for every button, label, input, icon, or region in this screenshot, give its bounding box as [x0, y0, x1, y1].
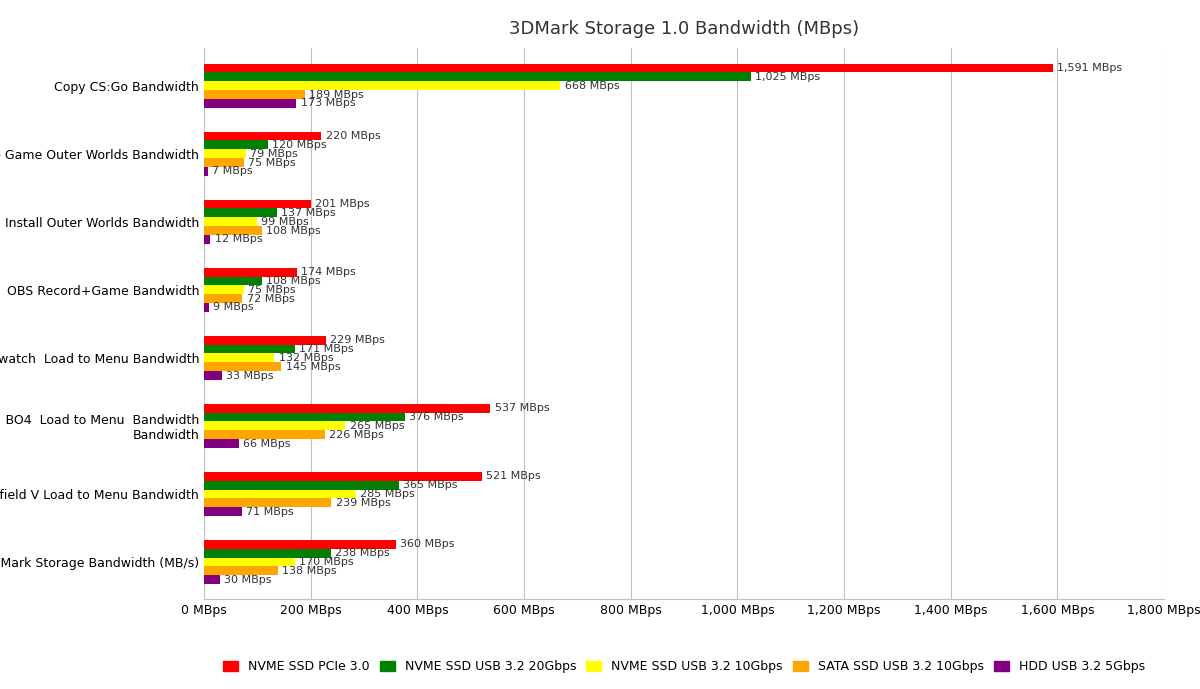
Bar — [204, 141, 268, 150]
Bar — [204, 90, 305, 99]
Text: 7 MBps: 7 MBps — [212, 167, 253, 176]
Text: 170 MBps: 170 MBps — [299, 557, 354, 567]
Bar — [204, 431, 324, 439]
Bar — [204, 158, 244, 167]
Bar — [204, 226, 262, 235]
Text: 229 MBps: 229 MBps — [330, 335, 385, 345]
Text: 138 MBps: 138 MBps — [282, 566, 336, 576]
Text: 201 MBps: 201 MBps — [316, 199, 370, 209]
Bar — [204, 362, 281, 371]
Text: 108 MBps: 108 MBps — [266, 276, 320, 286]
Text: 360 MBps: 360 MBps — [401, 539, 455, 549]
Bar — [204, 336, 326, 344]
Bar — [204, 489, 356, 498]
Bar — [204, 303, 209, 312]
Bar — [204, 167, 208, 176]
Bar — [204, 575, 220, 584]
Bar — [204, 498, 331, 507]
Text: 171 MBps: 171 MBps — [300, 344, 354, 354]
Bar — [204, 422, 346, 431]
Bar — [204, 200, 311, 209]
Bar — [204, 344, 295, 353]
Bar — [204, 294, 242, 303]
Text: 75 MBps: 75 MBps — [248, 158, 296, 167]
Legend: NVME SSD PCIe 3.0, NVME SSD USB 3.2 20Gbps, NVME SSD USB 3.2 10Gbps, SATA SSD US: NVME SSD PCIe 3.0, NVME SSD USB 3.2 20Gb… — [218, 655, 1150, 678]
Text: 285 MBps: 285 MBps — [360, 489, 415, 499]
Text: 220 MBps: 220 MBps — [325, 131, 380, 141]
Bar — [204, 371, 222, 380]
Text: 1,025 MBps: 1,025 MBps — [755, 72, 820, 82]
Text: 132 MBps: 132 MBps — [278, 353, 334, 363]
Text: 120 MBps: 120 MBps — [272, 140, 326, 150]
Bar — [204, 557, 295, 566]
Bar — [204, 353, 275, 362]
Bar — [204, 217, 257, 226]
Text: 145 MBps: 145 MBps — [286, 362, 341, 371]
Bar — [204, 63, 1052, 72]
Text: 66 MBps: 66 MBps — [244, 439, 290, 449]
Text: 9 MBps: 9 MBps — [214, 302, 253, 313]
Bar — [204, 132, 322, 141]
Text: 265 MBps: 265 MBps — [349, 421, 404, 431]
Text: 71 MBps: 71 MBps — [246, 506, 294, 517]
Bar — [204, 150, 246, 158]
Bar — [204, 472, 482, 481]
Text: 376 MBps: 376 MBps — [409, 412, 463, 422]
Bar — [204, 81, 560, 90]
Text: 521 MBps: 521 MBps — [486, 471, 541, 481]
Text: 108 MBps: 108 MBps — [266, 225, 320, 236]
Bar — [204, 99, 296, 107]
Bar — [204, 209, 277, 217]
Text: 226 MBps: 226 MBps — [329, 430, 384, 440]
Text: 173 MBps: 173 MBps — [300, 99, 355, 108]
Bar — [204, 72, 751, 81]
Text: 189 MBps: 189 MBps — [310, 90, 364, 99]
Text: 79 MBps: 79 MBps — [251, 149, 298, 158]
Text: 30 MBps: 30 MBps — [224, 575, 271, 585]
Text: 239 MBps: 239 MBps — [336, 497, 390, 508]
Text: 75 MBps: 75 MBps — [248, 285, 296, 295]
Bar — [204, 285, 244, 294]
Bar — [204, 268, 296, 276]
Title: 3DMark Storage 1.0 Bandwidth (MBps): 3DMark Storage 1.0 Bandwidth (MBps) — [509, 21, 859, 39]
Text: 365 MBps: 365 MBps — [403, 480, 457, 490]
Bar — [204, 540, 396, 548]
Bar — [204, 481, 398, 489]
Bar — [204, 439, 239, 448]
Bar — [204, 566, 277, 575]
Bar — [204, 507, 242, 516]
Text: 238 MBps: 238 MBps — [335, 548, 390, 558]
Text: 137 MBps: 137 MBps — [281, 208, 336, 218]
Text: 668 MBps: 668 MBps — [564, 81, 619, 91]
Text: 99 MBps: 99 MBps — [262, 217, 308, 227]
Bar — [204, 404, 491, 413]
Text: 33 MBps: 33 MBps — [226, 371, 274, 380]
Bar — [204, 276, 262, 285]
Bar — [204, 413, 404, 422]
Text: 1,591 MBps: 1,591 MBps — [1057, 63, 1122, 73]
Bar — [204, 235, 210, 244]
Text: 72 MBps: 72 MBps — [247, 294, 294, 304]
Text: 537 MBps: 537 MBps — [494, 403, 550, 413]
Bar — [204, 548, 331, 557]
Text: 12 MBps: 12 MBps — [215, 234, 263, 245]
Text: 174 MBps: 174 MBps — [301, 267, 356, 277]
